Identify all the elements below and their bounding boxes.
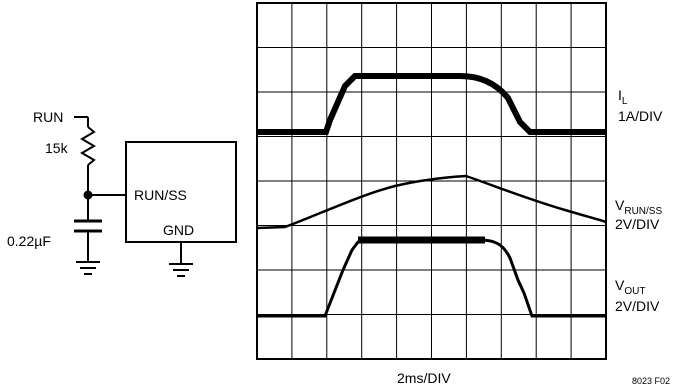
vout-scale: 2V/DIV xyxy=(615,298,660,314)
vout-sub: OUT xyxy=(624,286,645,297)
il-main: I xyxy=(618,87,622,103)
trace-label-il: IL 1A/DIV xyxy=(618,87,663,124)
figure-id: 8023 F02 xyxy=(632,376,670,386)
x-axis-label: 2ms/DIV xyxy=(397,370,451,386)
vout-main: V xyxy=(615,277,625,293)
scope-grid xyxy=(256,2,607,360)
trace-vrunss xyxy=(256,174,607,230)
trace-label-vout: VOUT 2V/DIV xyxy=(615,277,660,314)
schematic xyxy=(74,116,237,277)
pin-gnd-label: GND xyxy=(163,222,194,238)
vrunss-main: V xyxy=(615,197,625,213)
svg-text:VOUT: VOUT xyxy=(615,277,645,297)
vrunss-sub: RUN/SS xyxy=(624,206,662,217)
resistor-symbol xyxy=(80,126,96,166)
trace-il xyxy=(257,73,606,135)
scope-traces xyxy=(256,73,607,318)
ground-symbol-right xyxy=(169,263,193,277)
trace-vout xyxy=(257,238,606,318)
svg-text:IL: IL xyxy=(618,87,628,107)
pin-run-ss-label: RUN/SS xyxy=(134,187,187,203)
run-label: RUN xyxy=(33,109,63,125)
ground-symbol-left xyxy=(76,261,100,275)
il-scale: 1A/DIV xyxy=(618,108,663,124)
trace-label-vrunss: VRUN/SS 2V/DIV xyxy=(615,197,662,232)
resistor-label: 15k xyxy=(45,140,69,156)
il-sub: L xyxy=(622,96,628,107)
svg-text:VRUN/SS: VRUN/SS xyxy=(615,197,662,217)
vrunss-scale: 2V/DIV xyxy=(615,216,660,232)
junction-dot xyxy=(83,190,93,200)
capacitor-label: 0.22µF xyxy=(7,233,51,249)
